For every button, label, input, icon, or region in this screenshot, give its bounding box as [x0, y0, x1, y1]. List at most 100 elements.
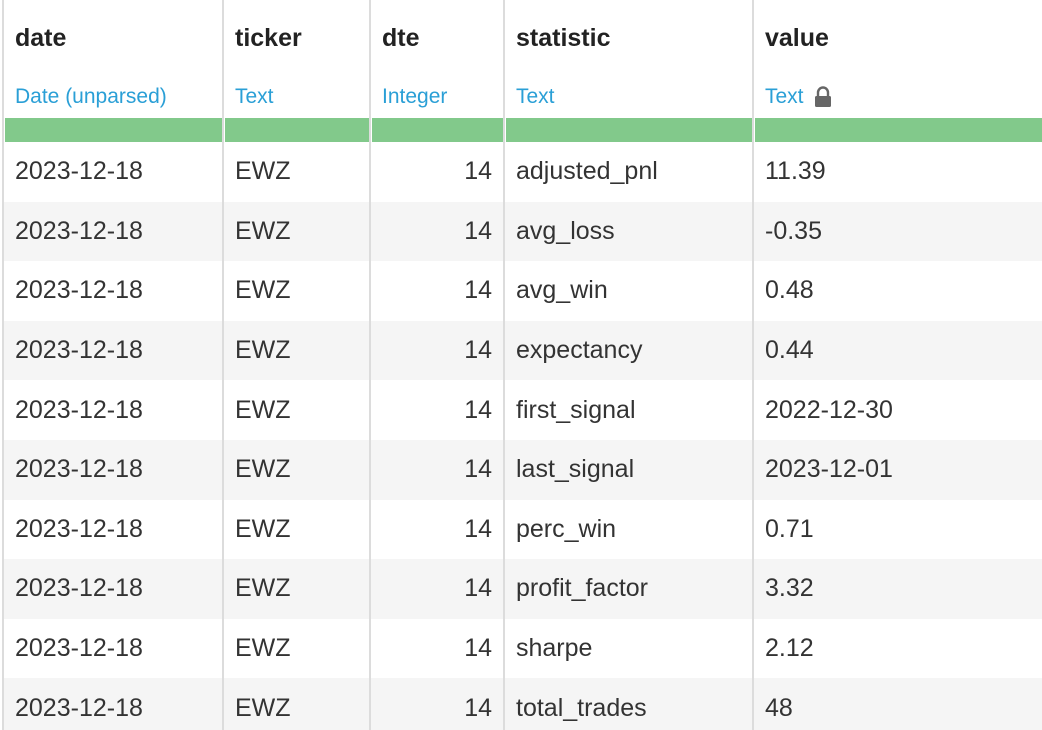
column-type[interactable]: Text	[753, 76, 1042, 118]
column-header[interactable]: ticker	[223, 0, 370, 76]
table-cell: 14	[370, 202, 504, 262]
table-cell: 2023-12-18	[3, 440, 223, 500]
cell-text: profit_factor	[516, 574, 649, 603]
table-cell: avg_loss	[504, 202, 753, 262]
table-cell: 2023-12-18	[3, 142, 223, 202]
cell-text: 2023-12-18	[15, 634, 143, 663]
table-cell: 0.48	[753, 261, 1042, 321]
cell-text: 0.71	[765, 514, 814, 543]
table-cell: EWZ	[223, 678, 370, 730]
column-divider	[752, 0, 754, 730]
row-stripe	[3, 559, 1042, 619]
cell-text: statistic	[516, 23, 611, 52]
cell-text: EWZ	[235, 157, 291, 186]
table-cell: 14	[370, 380, 504, 440]
cell-text: 14	[464, 336, 492, 365]
table-cell: 14	[370, 142, 504, 202]
cell-text: 14	[464, 395, 492, 424]
column-type[interactable]: Text	[504, 76, 753, 118]
lock-icon	[814, 86, 831, 107]
table-cell: 14	[370, 619, 504, 679]
table-cell: last_signal	[504, 440, 753, 500]
cell-text: last_signal	[516, 455, 635, 484]
table-cell: profit_factor	[504, 559, 753, 619]
table-cell: perc_win	[504, 500, 753, 560]
cell-text: 2023-12-18	[15, 514, 143, 543]
quality-bar	[506, 118, 753, 142]
row-stripe	[3, 440, 1042, 500]
column-type[interactable]: Date (unparsed)	[3, 76, 223, 118]
table-cell: 2023-12-18	[3, 500, 223, 560]
table-cell: -0.35	[753, 202, 1042, 262]
column-header[interactable]: dte	[370, 0, 504, 76]
table-cell: 48	[753, 678, 1042, 730]
cell-text: 14	[464, 216, 492, 245]
cell-text: EWZ	[235, 574, 291, 603]
cell-text: Date (unparsed)	[15, 85, 167, 108]
column-header[interactable]: value	[753, 0, 1042, 76]
column-header[interactable]: statistic	[504, 0, 753, 76]
table-cell: 2023-12-18	[3, 261, 223, 321]
table-cell: sharpe	[504, 619, 753, 679]
cell-text: 0.44	[765, 336, 814, 365]
column-type[interactable]: Text	[223, 76, 370, 118]
table-cell: EWZ	[223, 559, 370, 619]
cell-text: 14	[464, 693, 492, 722]
quality-bar	[225, 118, 370, 142]
column-header[interactable]: date	[3, 0, 223, 76]
table-cell: first_signal	[504, 380, 753, 440]
cell-text: 14	[464, 634, 492, 663]
cell-text: dte	[382, 23, 420, 52]
table-cell: 2023-12-18	[3, 321, 223, 381]
table-cell: adjusted_pnl	[504, 142, 753, 202]
column-type[interactable]: Integer	[370, 76, 504, 118]
table-cell: 14	[370, 261, 504, 321]
table-cell: 2.12	[753, 619, 1042, 679]
table-cell: 14	[370, 440, 504, 500]
cell-text: 3.32	[765, 574, 814, 603]
table-cell: 2023-12-18	[3, 559, 223, 619]
cell-text: Text	[765, 85, 804, 108]
cell-text: sharpe	[516, 634, 593, 663]
cell-text: 2023-12-18	[15, 574, 143, 603]
cell-text: expectancy	[516, 336, 643, 365]
cell-text: Integer	[382, 85, 448, 108]
cell-text: total_trades	[516, 693, 647, 722]
cell-text: value	[765, 23, 829, 52]
row-stripe	[3, 320, 1042, 381]
table-cell: 11.39	[753, 142, 1042, 202]
column-divider	[503, 0, 505, 730]
cell-text: EWZ	[235, 336, 291, 365]
table-cell: 3.32	[753, 559, 1042, 619]
cell-text: 14	[464, 157, 492, 186]
cell-text: EWZ	[235, 634, 291, 663]
cell-text: 2023-12-18	[15, 693, 143, 722]
cell-text: 0.48	[765, 276, 814, 305]
cell-text: Text	[516, 85, 555, 108]
cell-text: EWZ	[235, 693, 291, 722]
table-cell: total_trades	[504, 678, 753, 730]
cell-text: 2023-12-18	[15, 276, 143, 305]
cell-text: perc_win	[516, 514, 617, 543]
cell-text: EWZ	[235, 514, 291, 543]
table-cell: EWZ	[223, 619, 370, 679]
table-cell: EWZ	[223, 261, 370, 321]
cell-text: 2023-12-18	[15, 216, 143, 245]
table-cell: EWZ	[223, 380, 370, 440]
cell-text: 14	[464, 276, 492, 305]
table-cell: avg_win	[504, 261, 753, 321]
cell-text: avg_loss	[516, 216, 615, 245]
table-cell: 14	[370, 678, 504, 730]
cell-text: date	[15, 23, 67, 52]
table-cell: 14	[370, 559, 504, 619]
cell-text: adjusted_pnl	[516, 157, 658, 186]
table-cell: EWZ	[223, 440, 370, 500]
table-cell: 2023-12-18	[3, 380, 223, 440]
table-cell: expectancy	[504, 321, 753, 381]
cell-text: 14	[464, 455, 492, 484]
cell-text: 2023-12-18	[15, 336, 143, 365]
cell-text: EWZ	[235, 276, 291, 305]
quality-bar	[755, 118, 1042, 142]
